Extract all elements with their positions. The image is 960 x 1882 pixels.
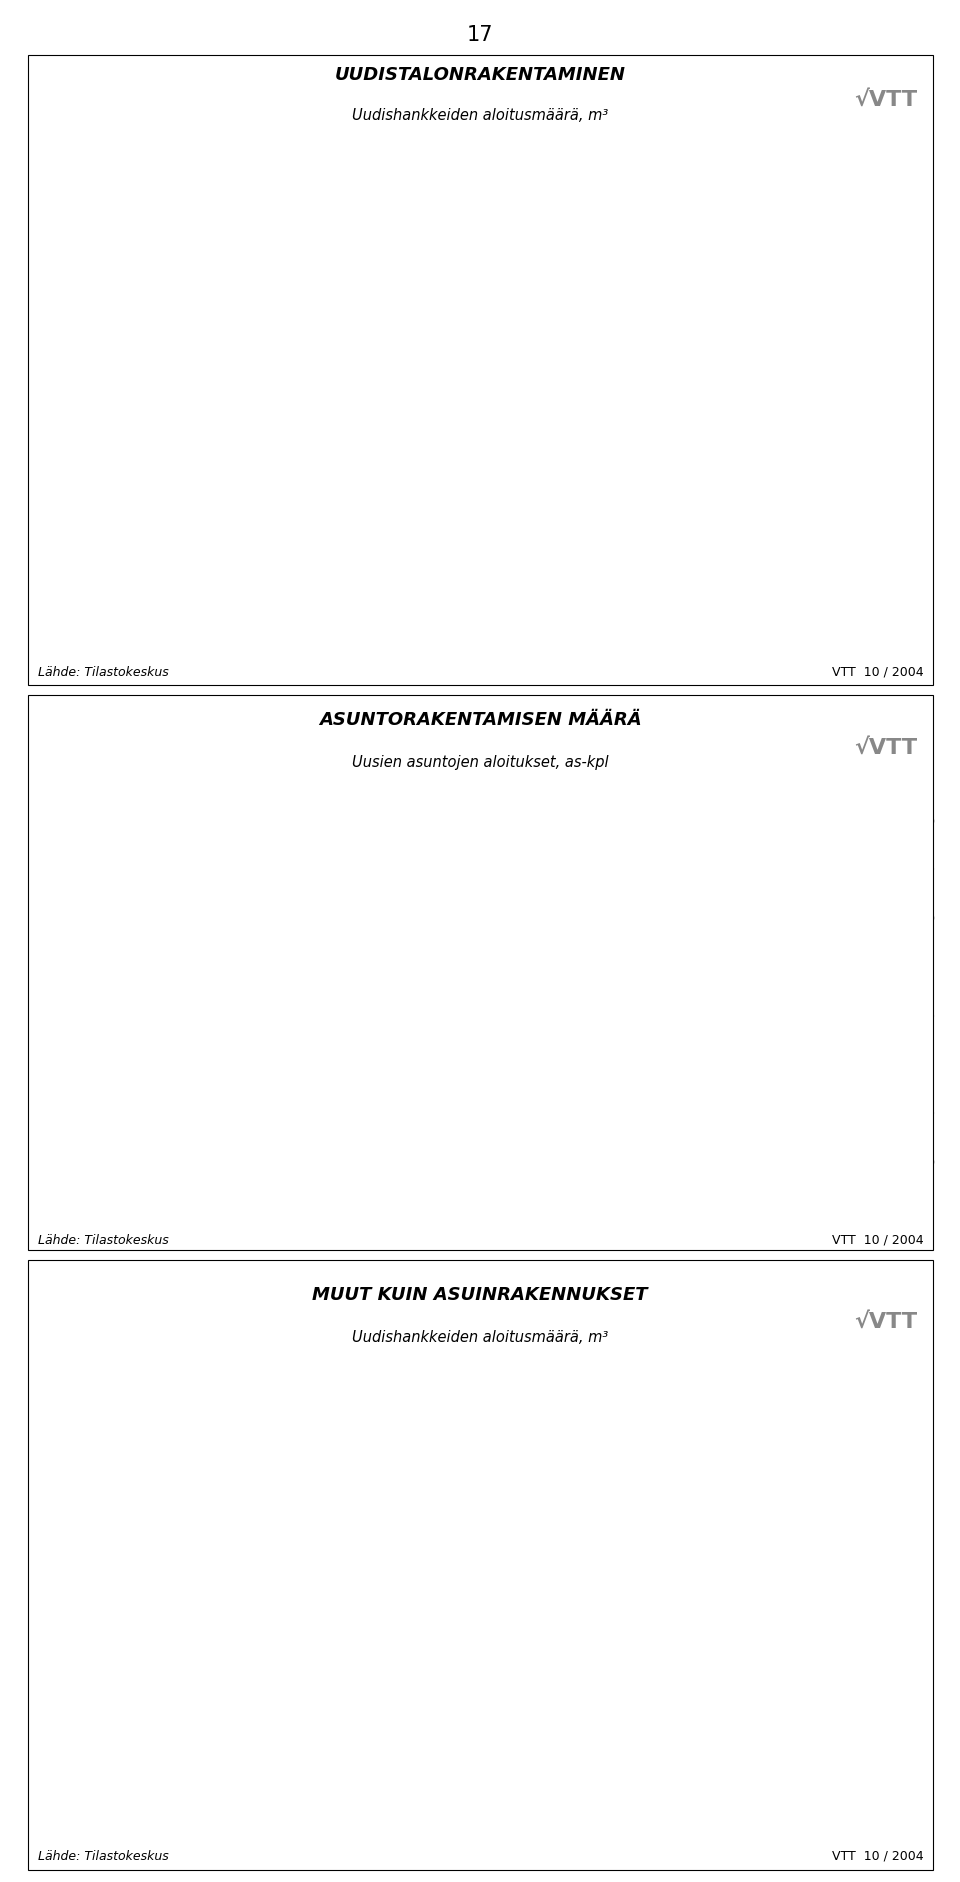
Text: √VTT: √VTT — [854, 738, 918, 758]
Text: Tampere +
ympäristökunnat: Tampere + ympäristökunnat — [665, 1767, 813, 1795]
Text: Uudishankkeiden aloitusmäärä, m³: Uudishankkeiden aloitusmäärä, m³ — [352, 1329, 608, 1344]
Text: Tampere +
ympäristökunnat: Tampere + ympäristökunnat — [142, 1137, 364, 1165]
Text: Pirkanmaa: Pirkanmaa — [644, 269, 736, 337]
Text: VTT  10 / 2004: VTT 10 / 2004 — [831, 1850, 924, 1863]
Text: milj. m³: milj. m³ — [39, 1417, 87, 1430]
Text: 17: 17 — [467, 24, 493, 45]
Text: Lähde: Tilastokeskus: Lähde: Tilastokeskus — [37, 1850, 168, 1863]
Text: Lähde: Tilastokeskus: Lähde: Tilastokeskus — [37, 1233, 168, 1246]
Text: Lähde: Tilastokeskus: Lähde: Tilastokeskus — [37, 666, 168, 679]
Text: Pirkanmaa: Pirkanmaa — [407, 920, 549, 954]
Text: MUUT KUIN ASUINRAKENNUKSET: MUUT KUIN ASUINRAKENNUKSET — [312, 1285, 648, 1304]
Text: Uusien asuntojen aloitukset, as-kpl: Uusien asuntojen aloitukset, as-kpl — [351, 755, 609, 770]
Text: ASUNTORAKENTAMISEN MÄÄRÄ: ASUNTORAKENTAMISEN MÄÄRÄ — [319, 711, 641, 728]
Text: √VTT: √VTT — [854, 1312, 918, 1332]
Text: Tampere +
ympäristökunnat: Tampere + ympäristökunnat — [171, 495, 414, 546]
Text: √VTT: √VTT — [854, 90, 918, 109]
Text: Pirkanmaa: Pirkanmaa — [512, 1562, 605, 1654]
Text: VTT  10 / 2004: VTT 10 / 2004 — [831, 666, 924, 679]
Text: VTT  10 / 2004: VTT 10 / 2004 — [831, 1233, 924, 1246]
Text: UUDISTALONRAKENTAMINEN: UUDISTALONRAKENTAMINEN — [334, 66, 626, 85]
Text: kpl: kpl — [35, 792, 53, 804]
Text: Uudishankkeiden aloitusmäärä, m³: Uudishankkeiden aloitusmäärä, m³ — [352, 107, 608, 122]
Text: milj. m³: milj. m³ — [39, 143, 87, 156]
